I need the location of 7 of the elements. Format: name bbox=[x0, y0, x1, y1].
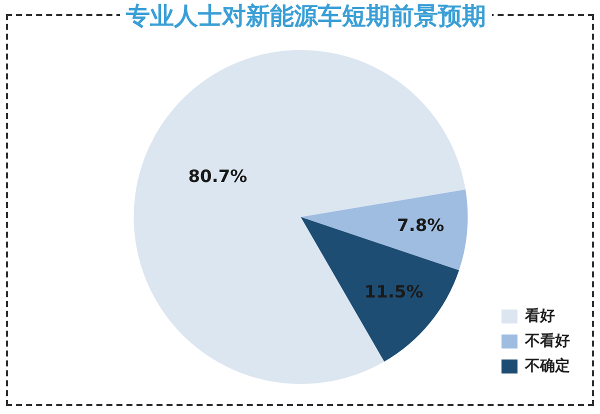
legend-label: 不确定 bbox=[524, 356, 570, 374]
legend-label: 看好 bbox=[524, 306, 555, 324]
legend-label: 不看好 bbox=[524, 331, 570, 350]
data-label: 7.8% bbox=[397, 216, 444, 236]
data-label: 80.7% bbox=[188, 167, 248, 188]
data-label: 11.5% bbox=[364, 282, 424, 303]
chart-title: 专业人士对新能源车短期前景预期 bbox=[120, 0, 492, 32]
